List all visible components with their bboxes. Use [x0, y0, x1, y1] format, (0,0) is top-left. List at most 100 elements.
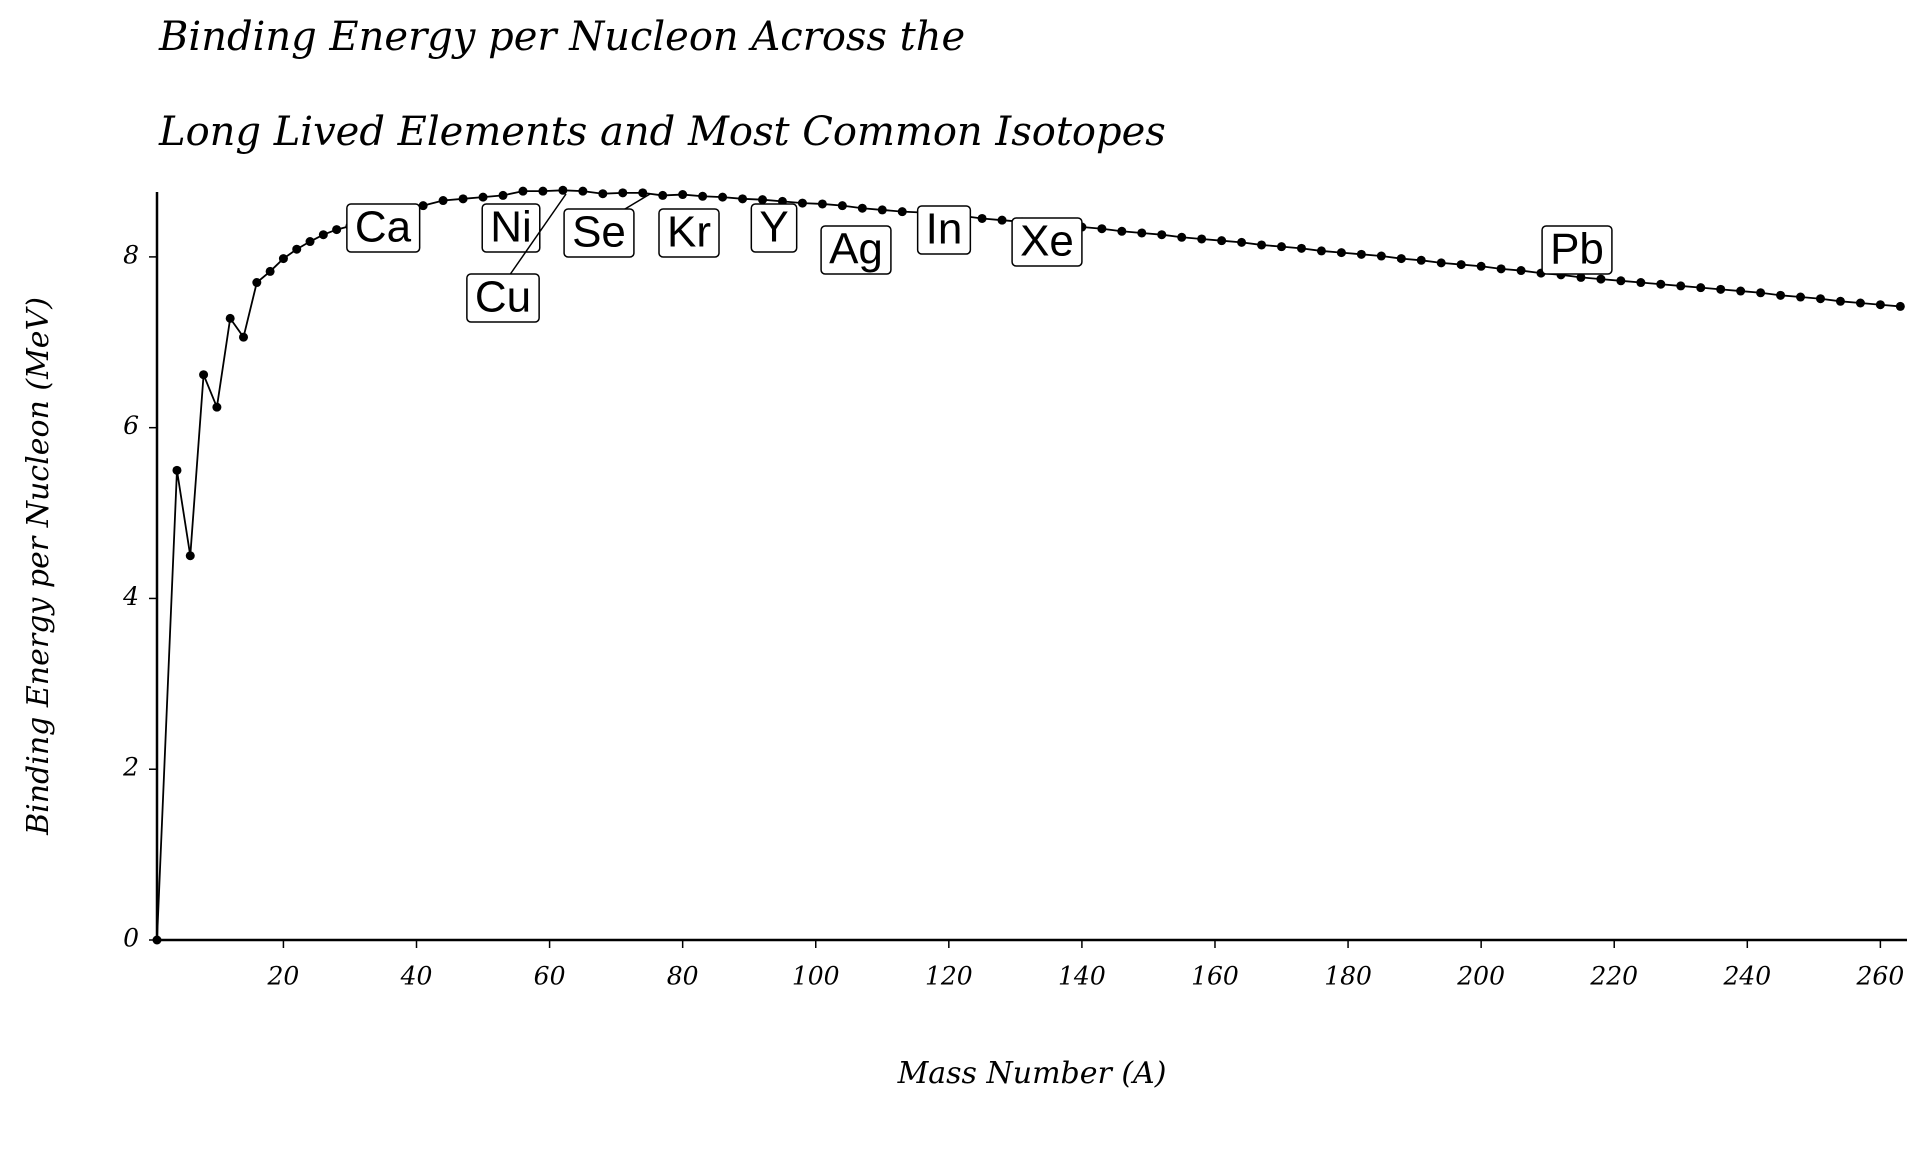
- label-text: Pb: [1550, 225, 1604, 274]
- data-point: [638, 188, 648, 198]
- data-point: [1416, 255, 1426, 265]
- data-point: [1296, 243, 1306, 253]
- data-point: [1835, 296, 1845, 306]
- data-point: [265, 266, 275, 276]
- data-point: [1157, 230, 1167, 240]
- data-point: [538, 186, 548, 196]
- label-text: Xe: [1020, 217, 1074, 266]
- data-point: [837, 201, 847, 211]
- data-point: [1376, 251, 1386, 261]
- x-tick-label: 200: [1456, 962, 1505, 991]
- element-label: Xe: [1011, 217, 1083, 267]
- data-line: [156, 189, 1901, 941]
- data-point: [225, 313, 235, 323]
- data-point: [1716, 284, 1726, 294]
- data-point: [1796, 292, 1806, 302]
- data-point: [185, 551, 195, 561]
- data-point: [1336, 248, 1346, 258]
- data-point: [1616, 276, 1626, 286]
- data-point: [1875, 300, 1885, 310]
- data-point: [1855, 298, 1865, 308]
- label-text: Y: [759, 203, 788, 252]
- data-point: [1516, 266, 1526, 276]
- x-tick-label: 100: [792, 962, 840, 991]
- data-point: [1596, 274, 1606, 284]
- x-tick-label: 60: [534, 962, 566, 991]
- label-box: [346, 203, 421, 253]
- label-box: [820, 225, 892, 275]
- x-tick-label: 40: [400, 962, 433, 991]
- y-tick-label: 2: [122, 753, 139, 782]
- x-tick-label: 120: [925, 962, 973, 991]
- data-point: [1197, 234, 1207, 244]
- data-point: [1356, 249, 1366, 259]
- data-point: [239, 332, 249, 342]
- label-text: In: [926, 205, 963, 254]
- element-label: Y: [750, 203, 798, 253]
- data-point: [817, 199, 827, 209]
- data-point: [598, 189, 608, 199]
- x-tick-label: 160: [1191, 962, 1239, 991]
- label-box: [750, 203, 798, 253]
- data-point: [658, 190, 668, 200]
- y-tick-label: 6: [123, 411, 139, 440]
- data-point: [212, 402, 222, 412]
- data-point: [252, 278, 262, 288]
- data-point: [678, 190, 688, 200]
- data-point: [718, 192, 728, 202]
- label-text: Ni: [490, 203, 532, 252]
- data-point: [1676, 281, 1686, 291]
- data-point: [152, 935, 162, 945]
- data-point: [278, 254, 288, 264]
- data-point: [1496, 264, 1506, 274]
- data-point: [1217, 236, 1227, 246]
- label-box: [481, 203, 541, 253]
- data-point: [1396, 254, 1406, 264]
- data-point: [797, 198, 807, 208]
- data-point: [1895, 301, 1905, 311]
- data-point: [1636, 278, 1646, 288]
- label-box: [1541, 225, 1613, 275]
- data-point: [1137, 228, 1147, 238]
- x-tick-label: 260: [1856, 962, 1905, 991]
- data-point: [997, 215, 1007, 225]
- data-point: [1756, 288, 1766, 298]
- y-tick-label: 0: [123, 924, 139, 953]
- y-tick-label: 8: [123, 240, 139, 269]
- label-box: [466, 273, 540, 323]
- data-point: [318, 230, 328, 240]
- data-point: [1177, 232, 1187, 242]
- x-tick-label: 20: [267, 962, 300, 991]
- data-point: [857, 203, 867, 213]
- data-point: [172, 465, 182, 475]
- data-point: [1277, 242, 1287, 252]
- element-label: Se: [563, 208, 635, 258]
- y-tick-label: 4: [122, 582, 139, 611]
- data-point: [578, 186, 588, 196]
- label-text: Ca: [355, 203, 412, 252]
- data-point: [897, 207, 907, 217]
- data-point: [1776, 290, 1786, 300]
- data-point: [1117, 226, 1127, 236]
- data-point: [1316, 246, 1326, 256]
- label-text: Kr: [667, 208, 711, 257]
- data-point: [977, 213, 987, 223]
- data-point: [332, 225, 342, 235]
- data-point: [1456, 260, 1466, 270]
- element-label: Cu: [466, 273, 540, 323]
- x-tick-label: 240: [1722, 962, 1771, 991]
- data-point: [305, 237, 315, 247]
- data-point: [478, 192, 488, 202]
- data-point: [1436, 258, 1446, 268]
- data-point: [758, 195, 768, 205]
- x-tick-label: 180: [1324, 962, 1372, 991]
- y-axis-title: Binding Energy per Nucleon (MeV): [21, 297, 56, 836]
- chart-title-line: Long Lived Elements and Most Common Isot…: [158, 109, 1166, 155]
- element-label: In: [916, 205, 972, 255]
- data-point: [292, 244, 302, 254]
- data-point: [1696, 283, 1706, 293]
- data-point: [1736, 286, 1746, 296]
- data-point: [1237, 237, 1247, 247]
